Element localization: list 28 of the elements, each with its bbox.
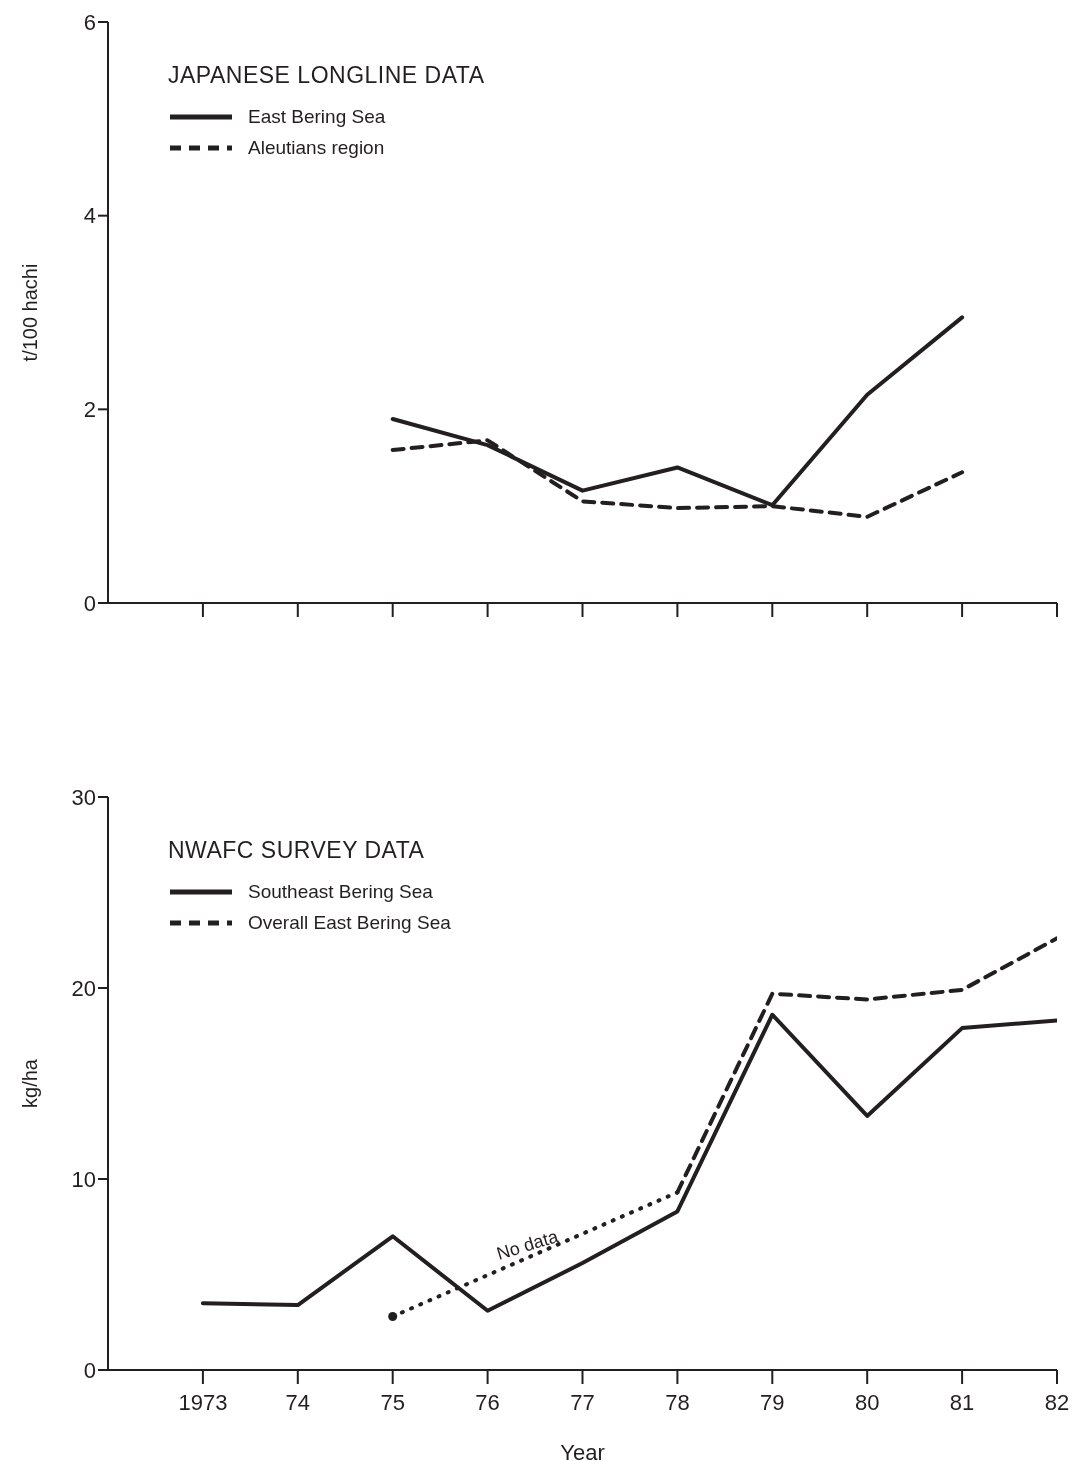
- annotation: No data: [494, 1226, 561, 1265]
- y-tick-label: 10: [71, 1166, 96, 1192]
- x-tick-label: 82: [1044, 1389, 1070, 1415]
- x-tick-label: 1973: [178, 1389, 228, 1415]
- y-tick-label: 30: [71, 784, 96, 810]
- legend-label: Southeast Bering Sea: [248, 880, 433, 903]
- y-tick-label: 6: [83, 9, 96, 35]
- y-axis-title: t/100 hachi: [19, 263, 42, 362]
- legend-label: Overall East Bering Sea: [248, 911, 451, 934]
- y-tick-label: 4: [83, 203, 96, 229]
- y-axis-title: kg/ha: [19, 1058, 42, 1108]
- x-tick-label: 74: [285, 1389, 311, 1415]
- y-tick-label: 0: [83, 1357, 96, 1383]
- y-tick-label: 20: [71, 975, 96, 1001]
- x-tick-label: 81: [949, 1389, 975, 1415]
- x-tick-label: 78: [665, 1389, 690, 1415]
- y-tick-label: 0: [83, 590, 96, 616]
- x-tick-label: 79: [760, 1389, 785, 1415]
- legend-label: Aleutians region: [248, 136, 385, 159]
- legend-title: NWAFC SURVEY DATA: [168, 837, 426, 864]
- legend-label: East Bering Sea: [248, 105, 386, 128]
- x-tick-label: 77: [570, 1389, 595, 1415]
- x-tick-label: 75: [380, 1389, 405, 1415]
- x-tick-label: 76: [475, 1389, 500, 1415]
- legend-title: JAPANESE LONGLINE DATA: [168, 62, 485, 89]
- x-axis-title: Year: [560, 1440, 605, 1461]
- x-tick-label: 80: [854, 1389, 880, 1415]
- y-tick-label: 2: [83, 397, 96, 423]
